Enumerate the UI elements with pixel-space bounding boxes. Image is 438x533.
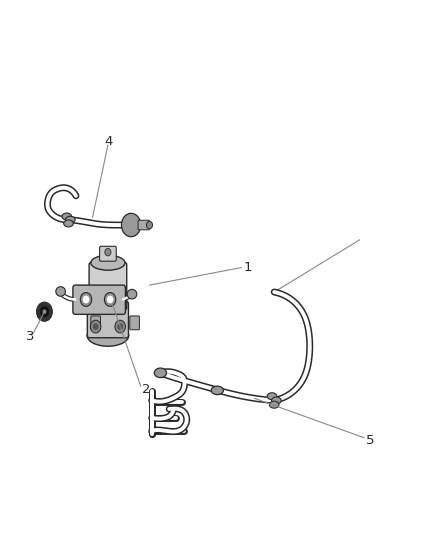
Circle shape xyxy=(80,293,92,306)
Circle shape xyxy=(36,302,52,321)
Ellipse shape xyxy=(154,368,166,377)
Text: 4: 4 xyxy=(105,135,113,148)
Circle shape xyxy=(118,324,122,329)
Ellipse shape xyxy=(56,287,65,296)
FancyBboxPatch shape xyxy=(138,220,149,230)
Circle shape xyxy=(107,296,113,303)
Circle shape xyxy=(121,213,141,237)
FancyBboxPatch shape xyxy=(89,262,127,310)
Text: 1: 1 xyxy=(243,261,251,274)
Ellipse shape xyxy=(87,325,128,346)
Text: 2: 2 xyxy=(142,383,150,397)
Text: 3: 3 xyxy=(26,330,35,343)
Circle shape xyxy=(43,310,46,313)
Circle shape xyxy=(115,320,125,333)
FancyBboxPatch shape xyxy=(99,246,116,261)
Ellipse shape xyxy=(211,386,223,394)
Circle shape xyxy=(40,307,48,317)
Ellipse shape xyxy=(62,213,71,220)
Ellipse shape xyxy=(65,216,75,223)
FancyBboxPatch shape xyxy=(91,316,100,330)
Text: 5: 5 xyxy=(365,434,374,447)
Circle shape xyxy=(93,324,98,329)
Ellipse shape xyxy=(91,255,125,270)
Circle shape xyxy=(90,320,101,333)
Circle shape xyxy=(146,221,152,229)
Circle shape xyxy=(83,296,88,303)
FancyBboxPatch shape xyxy=(130,316,139,330)
Ellipse shape xyxy=(127,289,137,299)
Circle shape xyxy=(105,248,111,256)
FancyBboxPatch shape xyxy=(87,302,128,338)
Circle shape xyxy=(104,293,116,306)
Ellipse shape xyxy=(267,393,276,400)
Ellipse shape xyxy=(64,220,73,227)
Ellipse shape xyxy=(271,397,281,404)
FancyBboxPatch shape xyxy=(73,285,125,314)
Ellipse shape xyxy=(269,401,279,408)
